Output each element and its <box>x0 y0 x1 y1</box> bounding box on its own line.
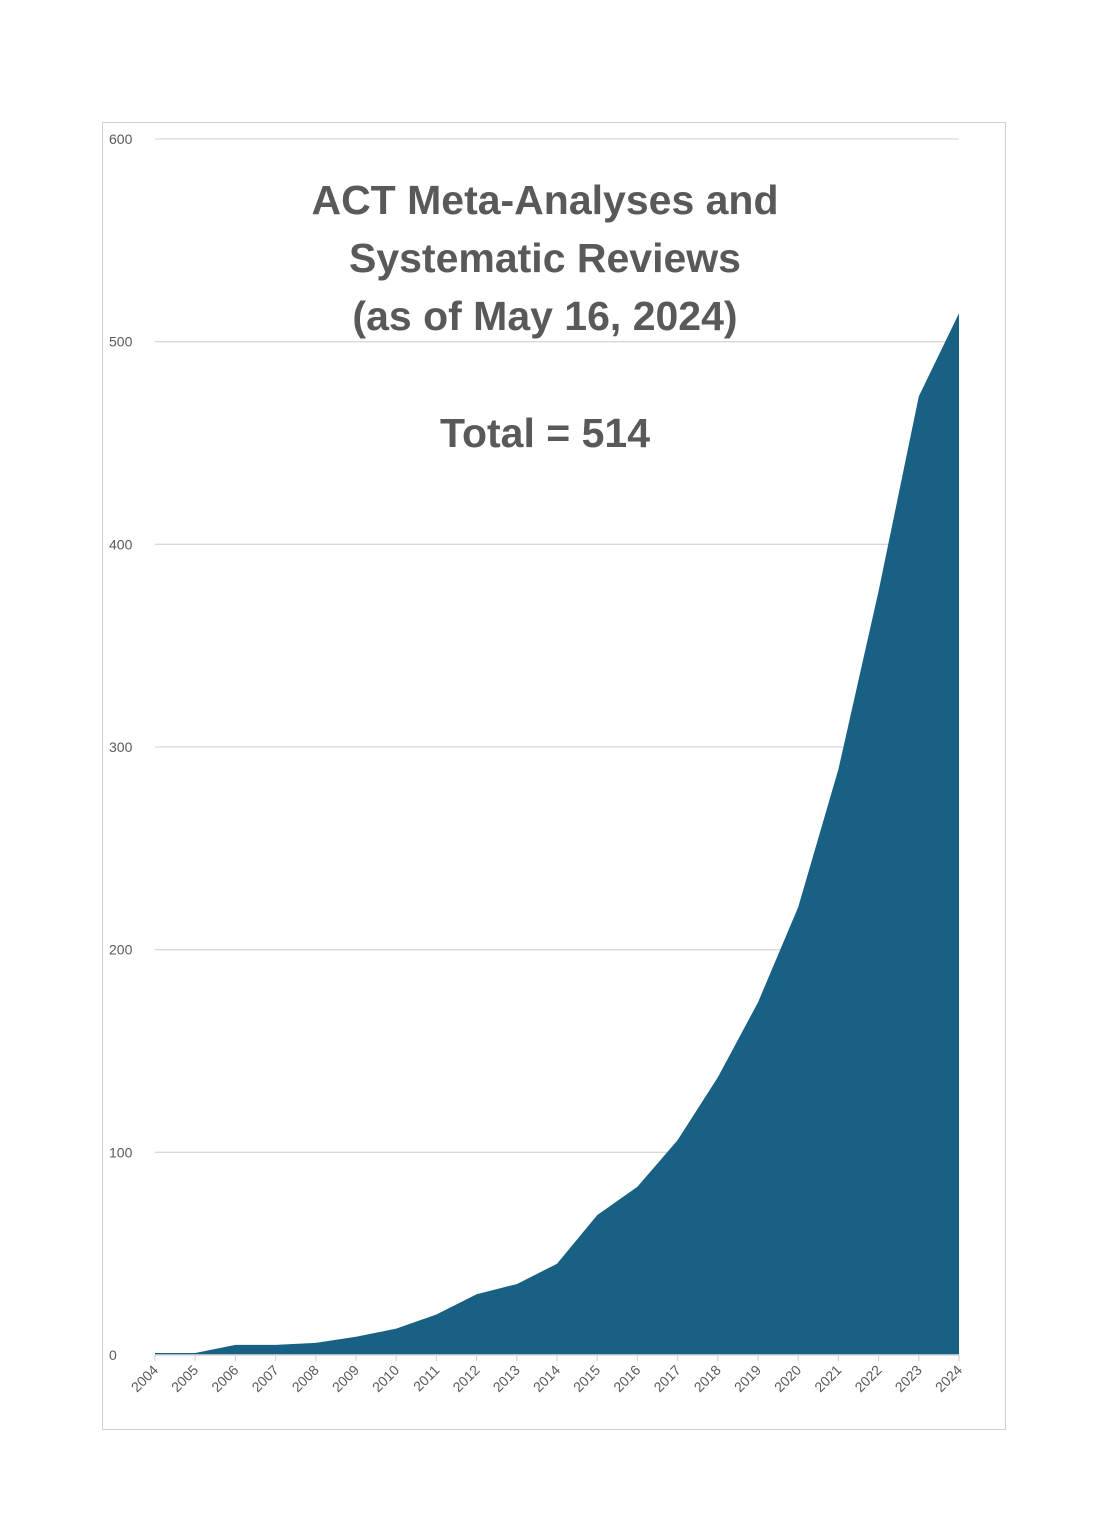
x-tick-label: 2008 <box>289 1362 322 1395</box>
x-tick-label: 2019 <box>731 1362 764 1395</box>
title-line-1: ACT Meta-Analyses and <box>311 177 779 223</box>
x-tick-label: 2012 <box>449 1362 482 1395</box>
total-annotation: Total = 514 <box>439 410 651 456</box>
x-tick-label: 2013 <box>490 1362 523 1395</box>
chart-title: ACT Meta-Analyses and Systematic Reviews… <box>245 171 845 345</box>
x-tick-label: 2021 <box>811 1362 844 1395</box>
x-tick-label: 2016 <box>610 1362 643 1395</box>
x-tick-label: 2004 <box>128 1362 161 1395</box>
x-tick-label: 2010 <box>369 1362 402 1395</box>
x-tick-label: 2023 <box>892 1362 925 1395</box>
x-tick-label: 2024 <box>932 1362 965 1395</box>
x-tick-label: 2006 <box>208 1362 241 1395</box>
title-line-3: (as of May 16, 2024) <box>352 293 738 339</box>
x-tick-label: 2005 <box>168 1362 201 1395</box>
y-tick-label: 500 <box>109 334 133 350</box>
y-tick-label: 100 <box>109 1144 133 1160</box>
x-tick-label: 2007 <box>248 1362 281 1395</box>
y-tick-label: 200 <box>109 942 133 958</box>
x-tick-label: 2015 <box>570 1362 603 1395</box>
y-tick-label: 600 <box>109 131 133 147</box>
area-series <box>155 313 959 1355</box>
title-line-2: Systematic Reviews <box>348 235 741 281</box>
y-tick-label: 0 <box>109 1347 117 1363</box>
y-tick-label: 300 <box>109 739 133 755</box>
chart-frame <box>102 122 1006 1430</box>
x-tick-label: 2009 <box>329 1362 362 1395</box>
x-tick-label: 2011 <box>410 1362 443 1395</box>
x-tick-label: 2017 <box>650 1362 683 1395</box>
x-tick-label: 2022 <box>851 1362 884 1395</box>
x-tick-label: 2018 <box>691 1362 724 1395</box>
y-tick-label: 400 <box>109 536 133 552</box>
x-tick-label: 2014 <box>530 1362 563 1395</box>
x-tick-label: 2020 <box>771 1362 804 1395</box>
